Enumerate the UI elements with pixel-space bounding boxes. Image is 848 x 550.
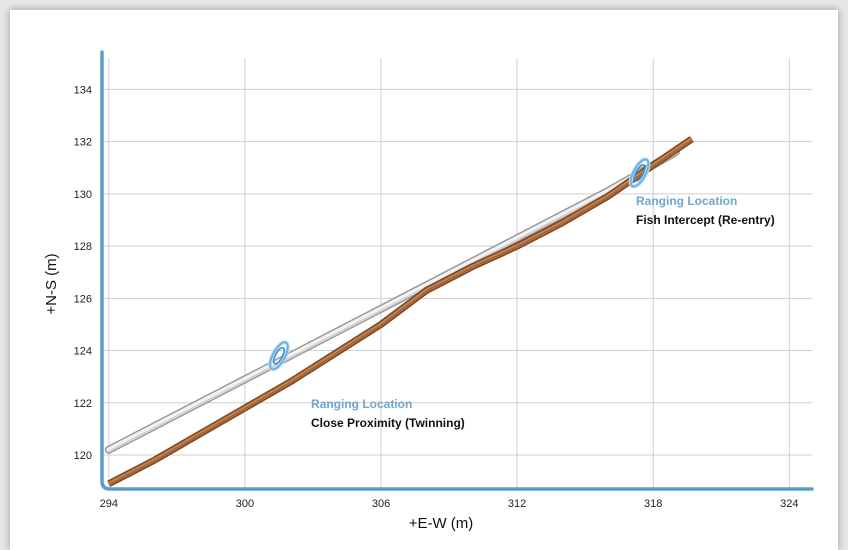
ranging-tools [268, 157, 651, 372]
tick-labels: 294 300 306 312 318 324 120 122 124 126 128 130 132 1… [74, 84, 799, 510]
series-layer [104, 136, 694, 487]
annotation-text: Fish Intercept (Re-entry) [636, 213, 775, 227]
x-tick-label: 312 [508, 498, 526, 510]
axes [100, 50, 814, 491]
x-tick-label: 324 [780, 498, 798, 510]
annotation-heading: Ranging Location [311, 397, 412, 411]
x-tick-label: 306 [372, 498, 390, 510]
y-axis-title: +N-S (m) [43, 253, 60, 314]
annotations: Ranging Location Close Proximity (Twinnin… [311, 194, 775, 430]
ranging-ring-icon [628, 157, 651, 189]
x-tick-label: 294 [100, 498, 118, 510]
y-tick-label: 120 [74, 450, 92, 462]
y-tick-label: 122 [74, 398, 92, 410]
relief-well-highlight [108, 137, 693, 484]
axis-lines [100, 50, 814, 491]
x-tick-label: 318 [644, 498, 662, 510]
ranging-ring-icon [268, 340, 290, 372]
ring-inner [272, 346, 285, 365]
y-tick-label: 126 [74, 293, 92, 305]
y-tick-label: 128 [74, 241, 92, 253]
ring-inner [633, 164, 646, 182]
y-tick-label: 130 [74, 189, 92, 201]
x-tick-label: 300 [236, 498, 254, 510]
annotation-heading: Ranging Location [636, 194, 737, 208]
ring-outer [269, 341, 289, 371]
ring-outer [629, 158, 650, 188]
grid [102, 58, 812, 489]
y-tick-label: 134 [74, 84, 92, 96]
relief-well-line [107, 137, 694, 486]
y-tick-label: 132 [74, 137, 92, 149]
x-axis-title: +E-W (m) [409, 515, 474, 532]
annotation-text: Close Proximity (Twinning) [311, 416, 465, 430]
y-tick-label: 124 [74, 346, 92, 358]
